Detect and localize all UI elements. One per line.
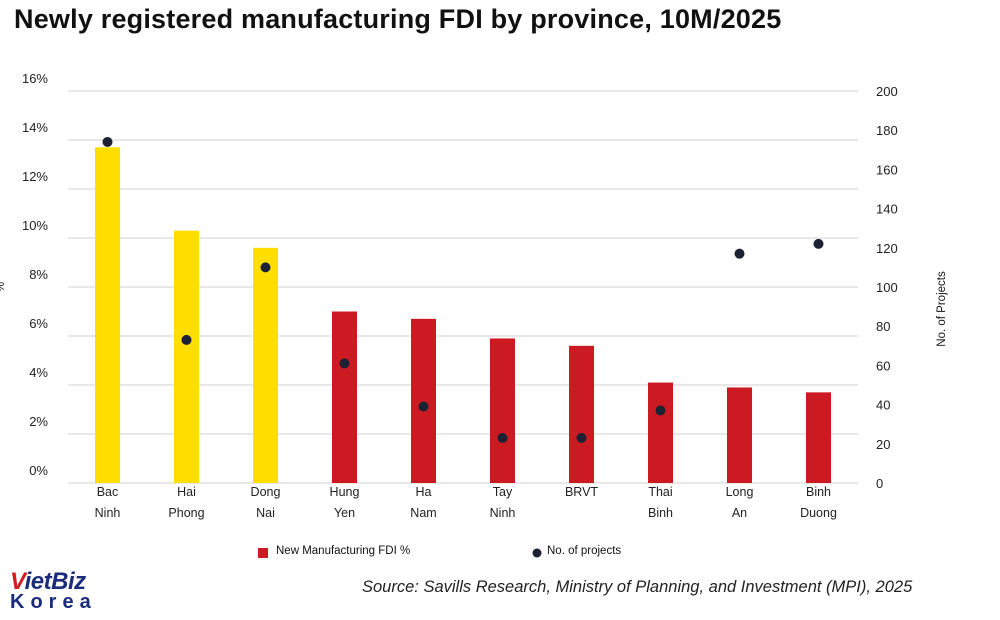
x-tick-label: Binh (648, 506, 673, 520)
x-tick-label: Nai (256, 506, 275, 520)
left-tick-label: 16% (22, 71, 48, 86)
bar-3 (332, 311, 357, 483)
x-tick-label: Phong (168, 506, 204, 520)
x-tick-label: BRVT (565, 485, 598, 499)
left-tick-label: 6% (29, 316, 48, 331)
x-tick-label: Tay (493, 485, 513, 499)
bar-0 (95, 147, 120, 483)
left-tick-label: 14% (22, 120, 48, 135)
left-tick-label: 0% (29, 463, 48, 478)
project-dot-5 (497, 432, 508, 443)
x-tick-label: Binh (806, 485, 831, 499)
right-tick-label: 80 (876, 319, 890, 334)
right-tick-label: 160 (876, 162, 898, 177)
left-tick-label: 12% (22, 169, 48, 184)
right-axis-ticks: 0 20 40 60 80 100 120 140 160 180 200 (876, 84, 898, 491)
x-tick-label: Ninh (95, 506, 121, 520)
right-tick-label: 200 (876, 84, 898, 99)
legend-dot-label: No. of projects (547, 545, 621, 557)
bar-4 (411, 318, 436, 483)
bar-8 (727, 387, 752, 483)
bar-9 (806, 392, 831, 483)
project-dot-8 (734, 248, 745, 259)
bar-6 (569, 345, 594, 483)
left-tick-label: 4% (29, 365, 48, 380)
legend-bar-swatch (258, 548, 268, 558)
x-tick-label: Ha (416, 485, 432, 499)
dot-series (102, 136, 824, 443)
x-tick-label: Bac (97, 485, 119, 499)
source-note: Source: Savills Research, Ministry of Pl… (362, 578, 913, 596)
bar-5 (490, 338, 515, 483)
project-dot-4 (418, 401, 429, 412)
project-dot-7 (655, 405, 666, 416)
bar-1 (174, 230, 199, 483)
legend-bar-label: New Manufacturing FDI % (276, 545, 410, 557)
x-tick-label: Hai (177, 485, 196, 499)
right-tick-label: 180 (876, 123, 898, 138)
left-tick-label: 8% (29, 267, 48, 282)
x-tick-label: Thai (648, 485, 672, 499)
right-tick-label: 120 (876, 241, 898, 256)
x-tick-label: An (732, 506, 747, 520)
project-dot-1 (181, 334, 192, 345)
x-tick-label: Hung (330, 485, 360, 499)
right-tick-label: 0 (876, 476, 883, 491)
right-tick-label: 20 (876, 437, 890, 452)
gridlines (68, 90, 858, 484)
x-tick-label: Yen (334, 506, 355, 520)
right-tick-label: 100 (876, 280, 898, 295)
x-tick-label: Ninh (490, 506, 516, 520)
project-dot-2 (260, 262, 271, 273)
project-dot-6 (576, 432, 587, 443)
x-axis-ticks: Bac Ninh Hai Phong Dong Nai Hung Yen Ha Nam Tay Nin… (95, 485, 837, 520)
left-axis-title: % (0, 282, 7, 292)
right-tick-label: 40 (876, 398, 890, 413)
x-tick-label: Duong (800, 506, 837, 520)
left-tick-label: 10% (22, 218, 48, 233)
project-dot-9 (813, 238, 824, 249)
chart-title: Newly registered manufacturing FDI by pr… (14, 4, 782, 34)
right-tick-label: 140 (876, 202, 898, 217)
project-dot-3 (339, 358, 350, 369)
legend-dot-swatch (532, 548, 542, 558)
bar-7 (648, 382, 673, 483)
left-axis-ticks: 0% 2% 4% 6% 8% 10% 12% 14% 16% (22, 71, 48, 478)
bar-2 (253, 247, 278, 483)
bar-series (95, 147, 831, 483)
legend: New Manufacturing FDI % No. of projects (258, 545, 621, 558)
x-tick-label: Long (726, 485, 754, 499)
right-axis-title: No. of Projects (936, 271, 948, 347)
x-tick-label: Dong (251, 485, 281, 499)
x-tick-label: Nam (410, 506, 436, 520)
right-tick-label: 60 (876, 358, 890, 373)
vietbiz-logo: VietBiz Korea (10, 568, 97, 613)
project-dot-0 (102, 136, 113, 147)
left-tick-label: 2% (29, 414, 48, 429)
